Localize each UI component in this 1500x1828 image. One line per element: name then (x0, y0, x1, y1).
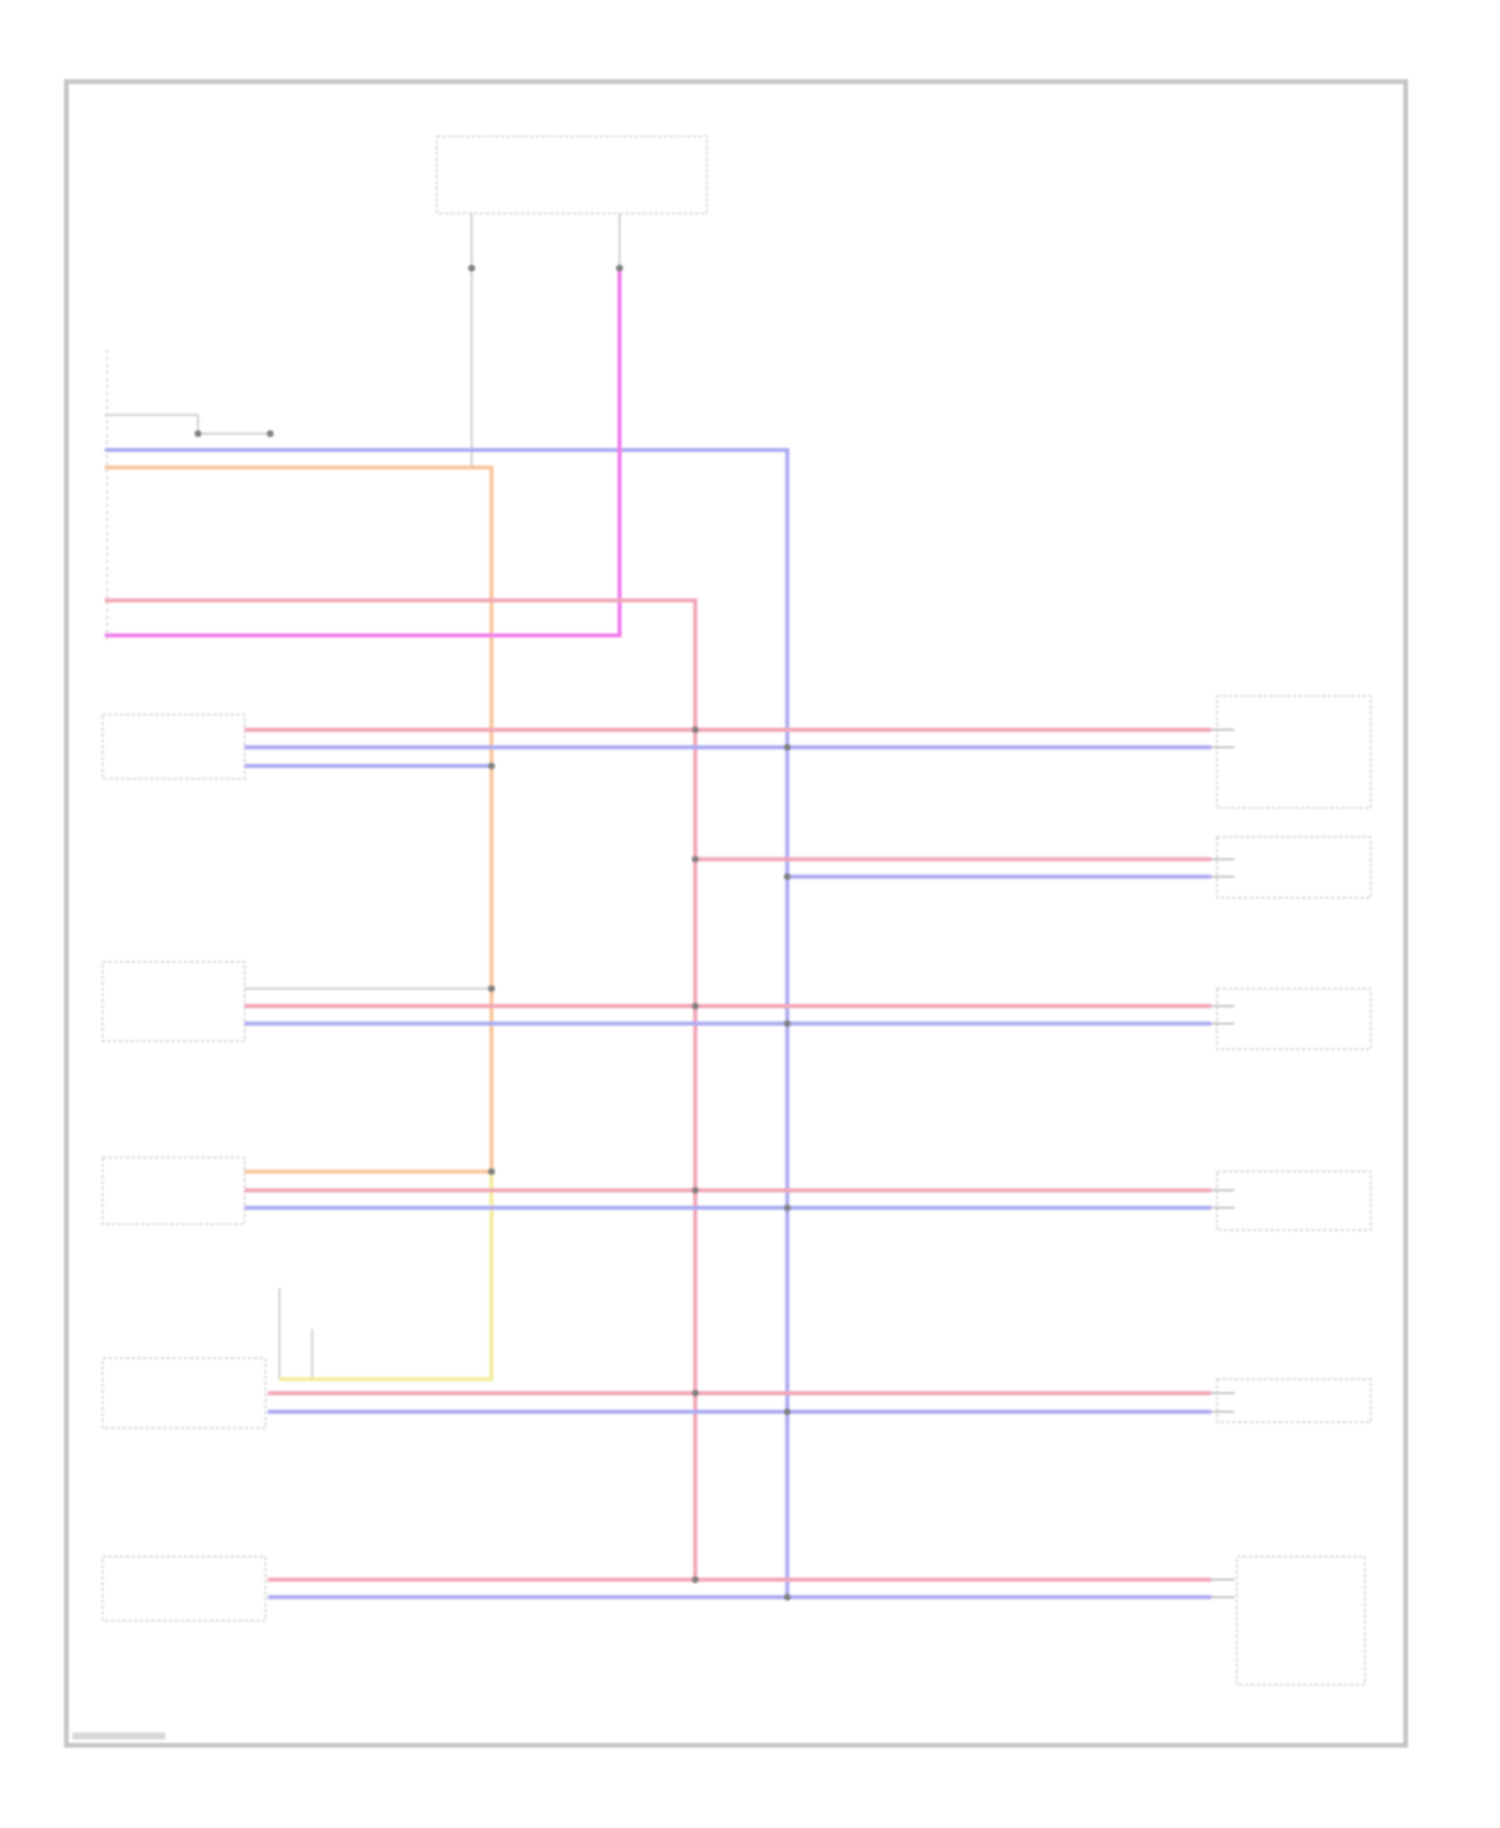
right-component-4 (1216, 1170, 1372, 1231)
junction-dot (691, 1002, 699, 1010)
junction-dot (487, 1168, 495, 1176)
right-component-6 (1235, 1555, 1366, 1686)
wire-red-bus (104, 598, 698, 1580)
junction-dot (783, 1593, 791, 1601)
junction-dot (616, 264, 624, 272)
diagram-code-label (72, 1732, 166, 1740)
wire-gray-ground (104, 414, 271, 435)
wire-blue-bus (104, 447, 790, 1598)
junction-dot (691, 1389, 699, 1397)
junction-dot (468, 264, 476, 272)
left-component-4 (101, 1357, 267, 1429)
junction-dot (783, 873, 791, 881)
left-component-2 (101, 960, 246, 1042)
junction-dot (194, 430, 202, 438)
junction-dot (487, 762, 495, 770)
right-component-1 (1216, 695, 1372, 809)
wire-magenta-bus (104, 270, 622, 638)
left-component-3 (101, 1156, 246, 1225)
junction-dot (691, 1576, 699, 1584)
junction-dot (691, 1186, 699, 1194)
left-component-1 (101, 713, 246, 780)
top-module-box (435, 135, 708, 215)
junction-dot (691, 855, 699, 863)
junction-dot (266, 430, 274, 438)
left-component-5 (101, 1555, 267, 1622)
right-component-3 (1216, 987, 1372, 1051)
junction-dot (691, 726, 699, 734)
wire-yellow-bus (279, 1171, 494, 1382)
wire-orange-bus (104, 465, 494, 1172)
right-component-5 (1216, 1378, 1372, 1424)
junction-dot (783, 1020, 791, 1028)
junction-dot (783, 743, 791, 751)
diagram-frame (64, 79, 1408, 1748)
junction-dot (783, 1408, 791, 1416)
junction-dot (783, 1204, 791, 1212)
junction-dot (487, 985, 495, 993)
right-component-2 (1216, 836, 1372, 899)
